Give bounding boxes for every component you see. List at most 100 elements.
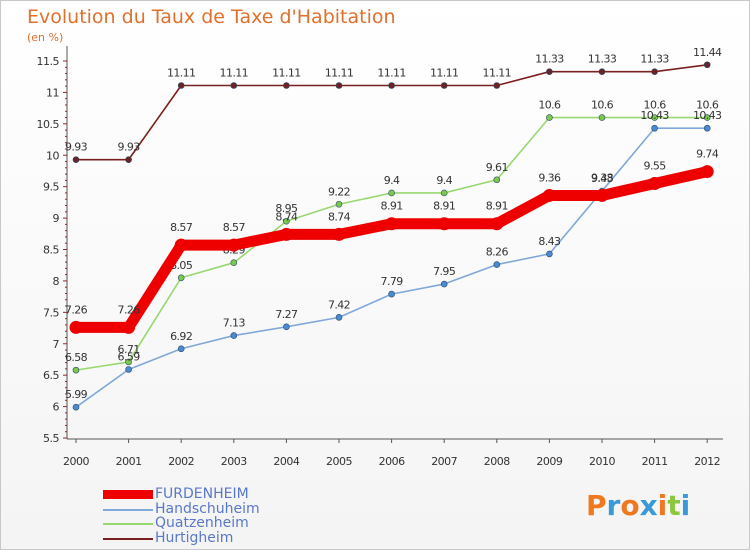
x-tick-label: 2005 — [326, 455, 352, 468]
data-point — [69, 320, 83, 334]
legend-label: Handschuheim — [155, 500, 260, 517]
x-tick-label: 2001 — [116, 455, 142, 468]
data-point — [490, 217, 504, 231]
data-label: 8.26 — [486, 246, 509, 259]
data-label: 8.43 — [538, 235, 561, 248]
data-label: 7.13 — [223, 317, 246, 330]
data-point — [230, 82, 238, 89]
data-label: 8.57 — [223, 221, 246, 234]
data-point — [332, 227, 346, 241]
data-point — [72, 403, 80, 411]
data-label: 9.4 — [436, 174, 452, 187]
data-label: 8.74 — [275, 210, 298, 223]
x-tick-label: 2003 — [221, 455, 247, 468]
data-point — [335, 200, 343, 208]
data-point — [177, 274, 185, 282]
data-point — [335, 314, 343, 321]
data-point — [651, 124, 658, 132]
data-label: 9.55 — [644, 160, 667, 173]
legend-item: Handschuheim — [103, 500, 343, 517]
data-point — [72, 366, 80, 374]
data-point — [122, 320, 136, 334]
data-label: 6.58 — [65, 351, 88, 364]
chart-title: Evolution du Taux de Taxe d'Habitation — [27, 6, 396, 28]
y-tick-label: 9.5 — [43, 181, 59, 194]
logo-letter: r — [606, 489, 621, 522]
logo-letter: x — [639, 489, 658, 522]
data-label: 6.92 — [170, 330, 192, 343]
y-tick-label: 11 — [46, 86, 59, 99]
data-label: 10.6 — [696, 99, 719, 112]
logo-letter: P — [586, 489, 607, 522]
logo-letter: t — [667, 489, 681, 522]
legend-item: Quatzenheim — [103, 515, 343, 531]
data-label: 10.43 — [693, 109, 722, 122]
data-label: 11.11 — [377, 67, 406, 80]
data-point — [230, 332, 238, 339]
y-tick-label: 7.5 — [43, 306, 59, 319]
legend-label: Hurtigheim — [155, 529, 234, 546]
chart-subtitle: (en %) — [27, 31, 64, 44]
data-label: 11.11 — [325, 67, 354, 80]
data-point — [546, 68, 553, 75]
x-tick-label: 2002 — [168, 455, 194, 468]
data-label: 9.43 — [591, 172, 614, 185]
data-point — [493, 176, 501, 184]
data-point — [72, 156, 80, 163]
data-point — [335, 82, 343, 89]
data-point — [546, 250, 553, 258]
data-point — [493, 261, 501, 268]
data-point — [651, 68, 658, 75]
data-point — [440, 189, 448, 197]
logo-letter: i — [657, 489, 668, 522]
data-label: 11.11 — [272, 67, 301, 80]
proxiti-logo: Proxiti — [586, 489, 690, 522]
legend-swatch — [103, 490, 153, 499]
data-label: 11.33 — [588, 53, 617, 66]
data-label: 9.74 — [696, 148, 719, 161]
y-tick-label: 7 — [53, 338, 60, 351]
data-point — [703, 61, 711, 69]
data-point — [388, 290, 395, 298]
legend-swatch — [103, 523, 153, 525]
data-point — [283, 323, 290, 331]
data-point — [703, 114, 711, 121]
data-label: 9.93 — [118, 141, 141, 154]
data-label: 9.4 — [384, 174, 400, 187]
data-label: 9.61 — [486, 161, 508, 174]
data-label: 9.22 — [328, 185, 350, 198]
y-tick-label: 10.5 — [37, 118, 60, 131]
data-point — [648, 177, 662, 191]
data-label: 7.26 — [118, 303, 141, 316]
legend-swatch — [103, 508, 153, 511]
data-point — [230, 259, 238, 266]
data-label: 9.36 — [538, 171, 561, 184]
data-point — [542, 188, 556, 202]
data-label: 11.11 — [483, 67, 512, 80]
data-point — [595, 188, 609, 202]
x-tick-label: 2012 — [694, 455, 720, 468]
data-label: 10.43 — [640, 109, 669, 122]
data-point — [700, 165, 714, 179]
y-tick-label: 6 — [53, 401, 60, 414]
data-point — [440, 280, 448, 288]
x-tick-label: 2011 — [642, 455, 668, 468]
x-tick-label: 2007 — [431, 455, 457, 468]
chart-legend: FURDENHEIM Handschuheim Quatzenheim Hurtigh… — [103, 486, 343, 546]
data-point — [493, 82, 501, 89]
data-point — [177, 345, 185, 353]
data-label: 8.91 — [381, 200, 403, 213]
data-label: 11.33 — [535, 53, 564, 66]
data-point — [227, 238, 241, 252]
legend-label: FURDENHEIM — [155, 486, 249, 502]
data-point — [174, 238, 188, 252]
data-label: 10.6 — [644, 99, 667, 112]
data-label: 8.95 — [275, 202, 298, 215]
data-label: 10.6 — [538, 99, 561, 112]
legend-swatch — [103, 537, 153, 540]
data-point — [437, 217, 451, 231]
data-label: 11.44 — [693, 46, 722, 59]
y-tick-label: 10 — [46, 149, 59, 162]
data-label: 9.93 — [65, 141, 88, 154]
